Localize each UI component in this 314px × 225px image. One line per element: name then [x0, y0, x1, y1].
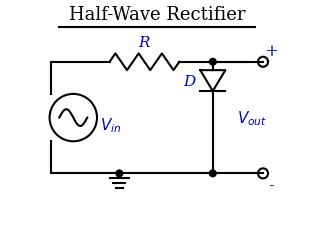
Circle shape	[116, 170, 123, 177]
Text: $V_{out}$: $V_{out}$	[236, 109, 267, 127]
Text: +: +	[264, 43, 278, 60]
Text: -: -	[268, 176, 274, 193]
Circle shape	[209, 59, 216, 66]
Text: Half-Wave Rectifier: Half-Wave Rectifier	[69, 6, 245, 24]
Text: D: D	[183, 74, 195, 88]
Circle shape	[209, 170, 216, 177]
Text: R: R	[139, 36, 150, 50]
Text: $V_{in}$: $V_{in}$	[100, 116, 121, 134]
